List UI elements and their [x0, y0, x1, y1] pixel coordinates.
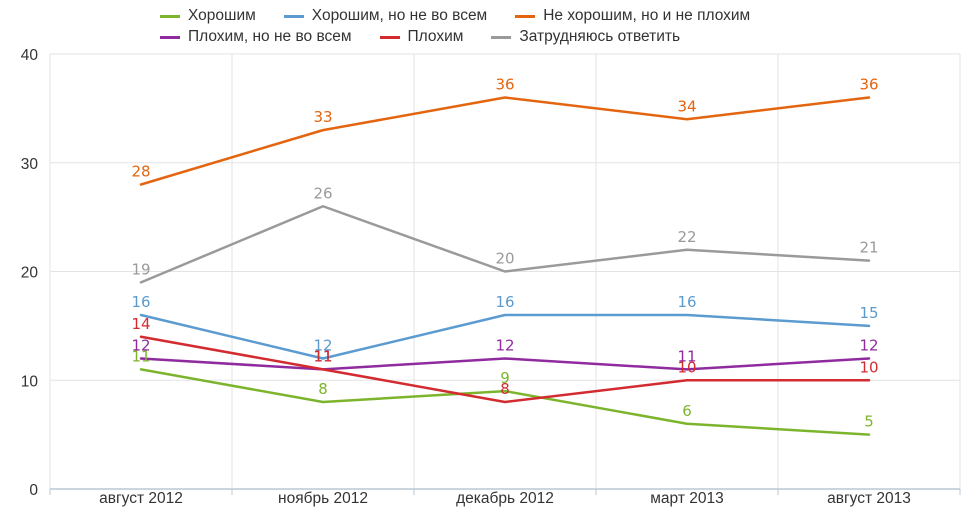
series-line-4 — [139, 357, 871, 371]
legend-label: Плохим, но не во всем — [188, 28, 352, 45]
data-label: 11 — [313, 347, 332, 365]
data-label: 21 — [859, 239, 878, 257]
data-label: 11 — [131, 347, 150, 365]
series-line-1 — [139, 368, 871, 436]
data-label: 34 — [677, 97, 696, 115]
data-label: 11 — [313, 347, 332, 365]
y-tick-label: 20 — [21, 265, 39, 282]
legend-swatch — [283, 14, 304, 18]
legend-label: Не хорошим, но и не плохим — [543, 7, 751, 24]
data-label: 5 — [864, 413, 874, 431]
y-tick-label: 40 — [21, 47, 39, 64]
data-label: 12 — [313, 337, 332, 355]
legend-swatch — [515, 14, 536, 18]
x-tick-label: август 2013 — [827, 490, 911, 507]
series-line-3 — [139, 96, 871, 186]
data-label: 22 — [677, 228, 696, 246]
data-label: 36 — [495, 76, 514, 94]
series-line-2 — [139, 313, 871, 360]
legend: Хорошим Хорошим, но не во всем Не хороши… — [0, 0, 977, 48]
data-label: 16 — [131, 293, 150, 311]
legend-label: Затрудняюсь ответить — [519, 28, 681, 45]
legend-item-bad-not-all[interactable]: Плохим, но не во всем — [160, 28, 352, 46]
data-label: 11 — [677, 347, 696, 365]
legend-row-1: Хорошим Хорошим, но не во всем Не хороши… — [160, 7, 778, 25]
data-label: 12 — [859, 337, 878, 355]
data-label: 20 — [495, 250, 514, 268]
data-label: 10 — [859, 358, 878, 376]
data-label: 33 — [313, 108, 332, 126]
legend-label: Плохим — [407, 28, 464, 45]
x-tick-label: декабрь 2012 — [456, 490, 554, 507]
legend-item-bad[interactable]: Плохим — [379, 28, 464, 46]
x-tick-label: август 2012 — [99, 490, 183, 507]
legend-item-good[interactable]: Хорошим — [160, 7, 256, 25]
data-label: 36 — [859, 76, 878, 94]
data-label: 16 — [495, 293, 514, 311]
data-label: 10 — [677, 358, 696, 376]
series-line-5 — [139, 335, 871, 404]
data-label: 15 — [859, 304, 878, 322]
legend-row-2: Плохим, но не во всем Плохим Затрудняюсь… — [160, 28, 708, 46]
data-label: 26 — [313, 184, 332, 202]
legend-swatch — [160, 14, 180, 18]
legend-label: Хорошим — [188, 7, 256, 24]
data-label: 8 — [318, 380, 328, 398]
data-label: 9 — [500, 369, 510, 387]
legend-label: Хорошим, но не во всем — [311, 7, 488, 24]
x-tick-label: март 2013 — [650, 490, 723, 507]
data-label: 28 — [131, 163, 150, 181]
y-tick-label: 10 — [21, 373, 39, 390]
data-label: 19 — [131, 260, 150, 278]
data-label: 6 — [682, 402, 692, 420]
data-label: 14 — [131, 315, 150, 333]
legend-swatch — [379, 35, 400, 39]
data-label: 16 — [677, 293, 696, 311]
y-tick-label: 0 — [29, 482, 38, 499]
series-line-6 — [139, 205, 871, 284]
legend-item-neutral[interactable]: Не хорошим, но и не плохим — [515, 7, 750, 25]
legend-swatch — [491, 35, 512, 39]
legend-item-hard-to-say[interactable]: Затрудняюсь ответить — [491, 28, 680, 46]
y-tick-label: 30 — [21, 156, 39, 173]
x-tick-label: ноябрь 2012 — [278, 490, 368, 507]
data-label: 12 — [495, 337, 514, 355]
legend-swatch — [160, 35, 180, 39]
data-label: 8 — [500, 380, 510, 398]
data-label: 12 — [131, 337, 150, 355]
legend-item-good-not-all[interactable]: Хорошим, но не во всем — [283, 7, 488, 25]
